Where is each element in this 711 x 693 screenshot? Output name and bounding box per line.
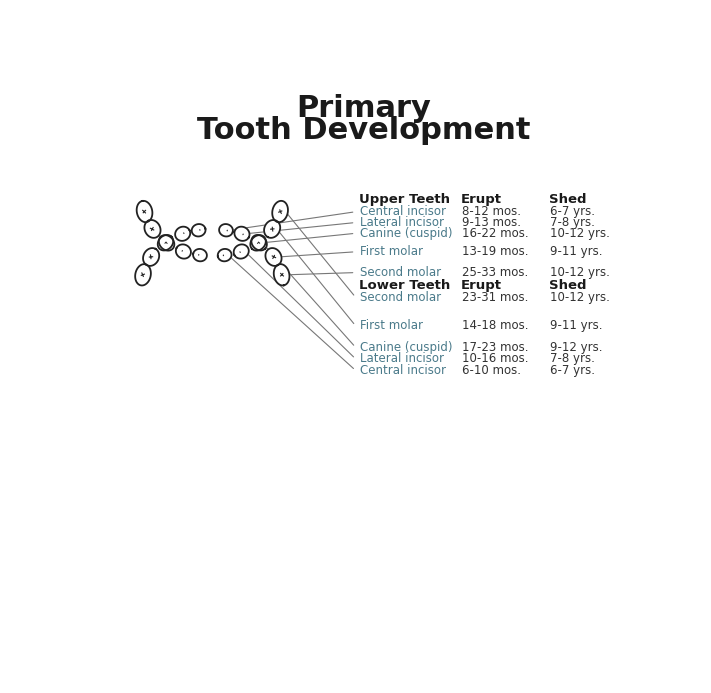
Text: 6-7 yrs.: 6-7 yrs. [550,364,595,377]
Text: 7-8 yrs.: 7-8 yrs. [550,216,595,229]
Text: Lateral incisor: Lateral incisor [360,352,444,365]
Text: 17-23 mos.: 17-23 mos. [461,341,528,353]
Polygon shape [175,227,191,241]
Text: Shed: Shed [549,279,587,292]
Polygon shape [135,264,151,286]
Text: Second molar: Second molar [360,266,442,279]
Polygon shape [234,245,249,258]
Polygon shape [137,201,152,222]
Text: 14-18 mos.: 14-18 mos. [461,319,528,332]
Text: Primary: Primary [296,94,432,123]
Text: 9-11 yrs.: 9-11 yrs. [550,319,603,332]
Text: 23-31 mos.: 23-31 mos. [461,291,528,304]
Polygon shape [272,201,288,222]
Text: Lateral incisor: Lateral incisor [360,216,444,229]
Polygon shape [274,264,289,286]
Polygon shape [218,249,232,261]
Polygon shape [235,227,250,241]
Text: Erupt: Erupt [460,279,501,292]
Polygon shape [250,235,266,251]
Text: Central incisor: Central incisor [360,364,447,377]
Polygon shape [144,220,161,238]
Polygon shape [252,235,267,250]
Text: 25-33 mos.: 25-33 mos. [461,266,528,279]
Text: 16-22 mos.: 16-22 mos. [461,227,528,240]
Text: 10-16 mos.: 10-16 mos. [461,352,528,365]
Text: 13-19 mos.: 13-19 mos. [461,245,528,258]
Polygon shape [143,248,159,266]
Text: Tooth Development: Tooth Development [197,116,530,145]
Text: 9-11 yrs.: 9-11 yrs. [550,245,603,258]
Text: 10-12 yrs.: 10-12 yrs. [550,291,610,304]
Polygon shape [158,235,173,250]
Text: 6-7 yrs.: 6-7 yrs. [550,205,595,218]
Text: Canine (cuspid): Canine (cuspid) [360,341,453,353]
Polygon shape [219,224,233,236]
Polygon shape [176,245,191,258]
Text: Shed: Shed [549,193,587,206]
Text: 10-12 yrs.: 10-12 yrs. [550,227,610,240]
Text: 10-12 yrs.: 10-12 yrs. [550,266,610,279]
Text: Second molar: Second molar [360,291,442,304]
Text: Central incisor: Central incisor [360,205,447,218]
Polygon shape [159,235,174,251]
Text: Upper Teeth: Upper Teeth [358,193,449,206]
Polygon shape [265,248,282,266]
Text: First molar: First molar [360,245,423,258]
Text: Erupt: Erupt [460,193,501,206]
Polygon shape [264,220,280,238]
Text: First molar: First molar [360,319,423,332]
Text: 7-8 yrs.: 7-8 yrs. [550,352,595,365]
Text: 9-13 mos.: 9-13 mos. [461,216,520,229]
Polygon shape [193,249,207,261]
Text: 6-10 mos.: 6-10 mos. [461,364,520,377]
Text: 9-12 yrs.: 9-12 yrs. [550,341,603,353]
Text: Lower Teeth: Lower Teeth [358,279,450,292]
Polygon shape [192,224,205,236]
Text: 8-12 mos.: 8-12 mos. [461,205,520,218]
Text: Canine (cuspid): Canine (cuspid) [360,227,453,240]
